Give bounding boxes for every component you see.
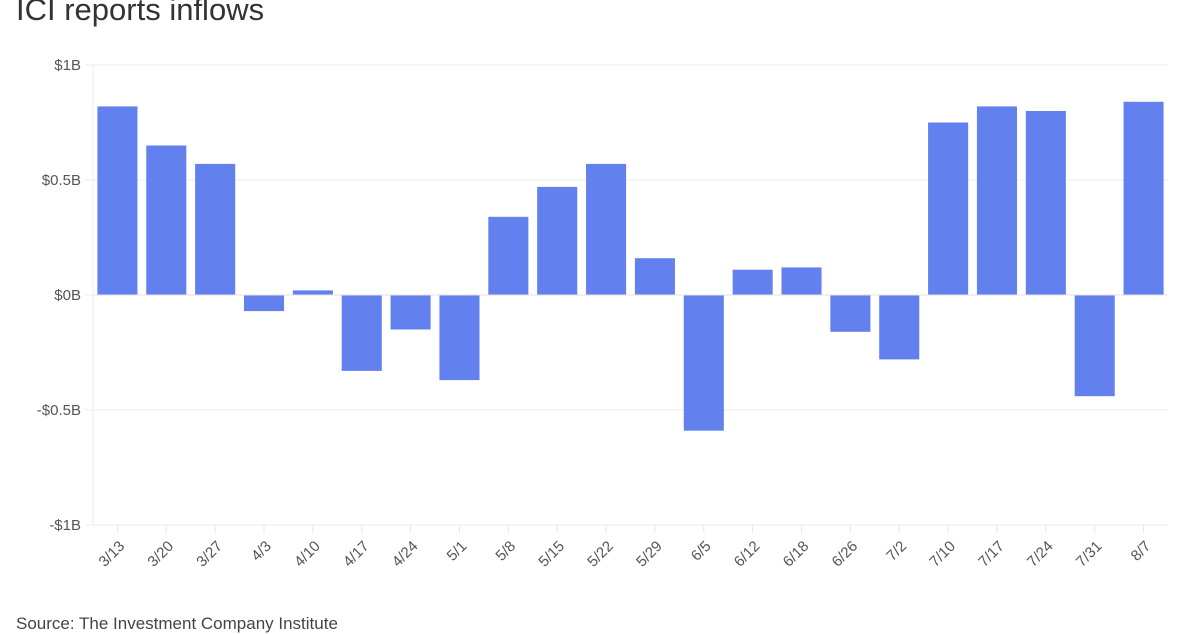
x-tick-label: 5/15	[535, 538, 568, 571]
bar	[439, 295, 480, 381]
y-tick-label: $1B	[54, 57, 81, 74]
x-tick-label: 5/29	[633, 538, 666, 571]
bar	[928, 122, 969, 295]
x-tick-label: 6/12	[731, 538, 764, 571]
bar	[488, 216, 529, 295]
bar	[390, 295, 431, 330]
x-tick-label: 7/2	[883, 538, 910, 565]
x-tick-label: 3/20	[144, 538, 177, 571]
bar	[732, 269, 773, 295]
x-tick-label: 6/5	[688, 538, 715, 565]
x-tick-label: 5/8	[492, 538, 519, 565]
bar	[586, 163, 627, 295]
x-tick-label: 4/3	[248, 538, 275, 565]
y-tick-label: $0.5B	[42, 172, 81, 189]
x-tick-label: 7/24	[1024, 538, 1057, 571]
bar	[879, 295, 920, 360]
bar	[1074, 295, 1115, 397]
bar	[976, 106, 1018, 296]
bar	[146, 145, 187, 295]
x-tick-label: 5/1	[444, 538, 471, 565]
x-tick-label: 4/24	[389, 538, 422, 571]
bar	[634, 258, 675, 295]
bar	[1025, 111, 1066, 295]
bar	[830, 295, 871, 332]
x-tick-label: 7/10	[926, 538, 959, 571]
x-tick-label: 4/10	[291, 538, 324, 571]
y-tick-label: $0B	[54, 287, 81, 304]
x-tick-label: 7/17	[975, 538, 1008, 571]
x-tick-label: 6/18	[780, 538, 813, 571]
bar	[195, 163, 236, 295]
bar	[292, 290, 333, 295]
bar	[243, 295, 285, 312]
x-tick-label: 3/13	[96, 538, 129, 571]
source-note: Source: The Investment Company Institute	[16, 614, 338, 633]
y-tick-label: -$0.5B	[37, 402, 81, 419]
x-tick-label: 8/7	[1128, 538, 1155, 565]
x-tick-label: 3/27	[193, 538, 226, 571]
bar	[97, 106, 138, 296]
bar	[781, 267, 822, 295]
x-tick-label: 5/22	[584, 538, 617, 571]
bar	[537, 186, 578, 295]
x-tick-label: 6/26	[829, 538, 862, 571]
chart-title: ICI reports inflows	[16, 0, 265, 27]
bar	[1123, 101, 1164, 295]
y-tick-label: -$1B	[49, 517, 81, 534]
bar	[683, 295, 724, 431]
bar	[341, 295, 382, 371]
x-tick-label: 4/17	[340, 538, 373, 571]
x-tick-label: 7/31	[1073, 538, 1106, 571]
